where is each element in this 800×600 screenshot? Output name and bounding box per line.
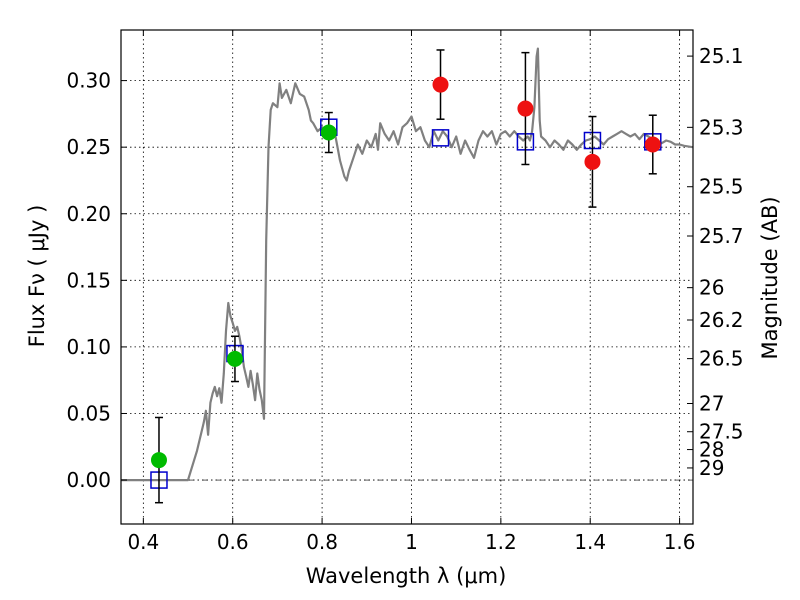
y2-tick-label: 29 [699,456,724,480]
y2-tick-label: 26.2 [699,308,744,332]
observed-flux-point [150,452,167,469]
x-tick-label: 1.6 [664,530,696,554]
plot-area [121,30,693,524]
y2-tick-label: 25.3 [699,115,744,139]
template-spectrum-line [121,47,693,482]
observed-flux-point [432,76,449,93]
y2-tick-label: 26 [699,276,724,300]
observed-flux-point [644,136,661,153]
y-axis-label: Flux Fν ( μJy ) [25,205,49,348]
y2-tick-label: 25.7 [699,224,744,248]
plot-frame [120,29,694,525]
observed-flux-point [517,100,534,117]
y-tick-label: 0.20 [66,202,111,226]
x-tick-label: 0.6 [217,530,249,554]
x-tick-label: 0.8 [306,530,338,554]
y-tick-label: 0.25 [66,135,111,159]
y2-tick-label: 28 [699,438,724,462]
y-tick-label: 0.00 [66,468,111,492]
x-tick-label: 1.4 [574,530,606,554]
y2-tick-label: 27 [699,391,724,415]
x-tick-label: 1 [405,530,418,554]
y-tick-label: 0.05 [66,401,111,425]
x-tick-label: 1.2 [485,530,517,554]
y2-tick-label: 27.5 [699,420,744,444]
axes: 0.4 0.6 0.8 1 1.2 1.4 1.6 0.00 0.05 0.10 0.15 0.20 0… [66,29,744,554]
y2-tick-label: 26.5 [699,347,744,371]
y2-tick-label: 25.1 [699,44,744,68]
model-flux-square-marker [431,129,450,147]
observed-flux-point [226,350,243,367]
y2-axis-label: Magnitude (AB) [758,196,782,359]
x-tick-label: 0.4 [127,530,159,554]
y-tick-label: 0.30 [66,69,111,93]
x-axis-label: Wavelength λ (μm) [306,564,507,588]
observed-flux-point [584,153,601,170]
observed-flux-point [320,124,337,141]
y-tick-label: 0.15 [66,268,111,292]
y2-tick-label: 25.5 [699,175,744,199]
y-tick-label: 0.10 [66,335,111,359]
